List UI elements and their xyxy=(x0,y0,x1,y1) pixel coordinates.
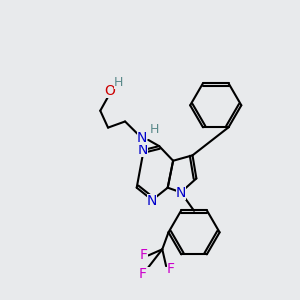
Text: H: H xyxy=(150,123,159,136)
Text: H: H xyxy=(114,76,124,89)
Text: N: N xyxy=(147,194,158,208)
Text: O: O xyxy=(104,84,115,98)
Text: F: F xyxy=(167,262,175,276)
Text: N: N xyxy=(137,131,147,146)
Text: F: F xyxy=(140,248,148,262)
Text: N: N xyxy=(138,143,148,157)
Text: N: N xyxy=(176,186,186,200)
Text: F: F xyxy=(138,267,146,281)
